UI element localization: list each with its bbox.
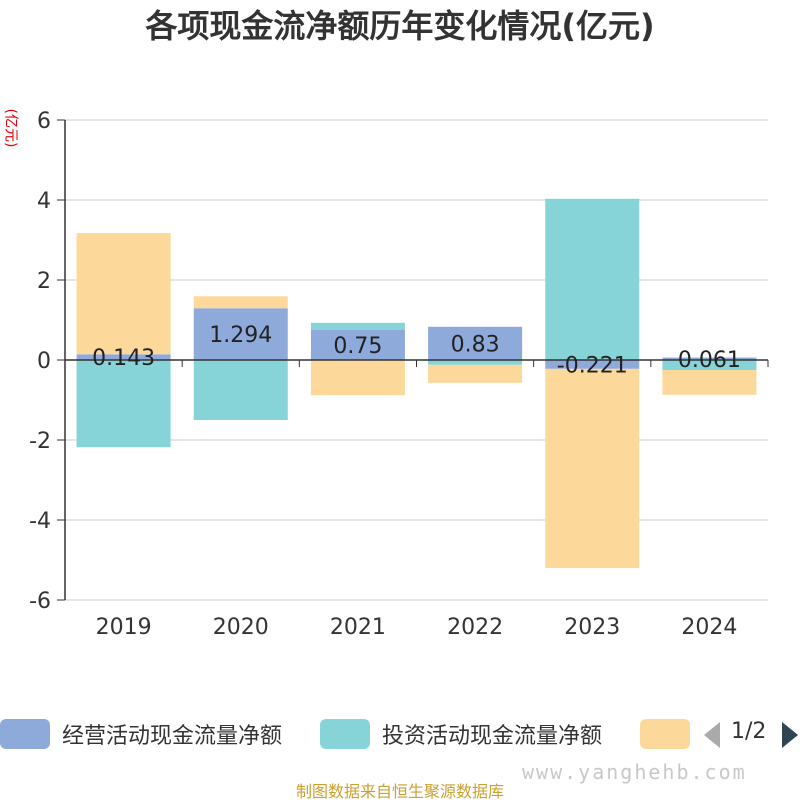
x-tick-label: 2024: [681, 615, 737, 640]
bar-series0-2019: [76, 354, 171, 360]
bar-series2-2021: [310, 360, 405, 396]
bar-series1-2019: [76, 360, 171, 448]
bar-chart: 6 4 2 0 -2 -4 -6 2019 2020 2021 2022 2023 2024 0.143 1…: [29, 109, 769, 640]
legend-next-icon[interactable]: [782, 722, 798, 748]
legend-item-operating[interactable]: 经营活动现金流量净额: [0, 718, 282, 750]
bar-series0-2022: [428, 326, 523, 360]
x-tick-label: 2022: [447, 615, 503, 640]
bar-series1-2024: [662, 360, 757, 370]
data-label: 1.294: [209, 323, 272, 348]
x-tick-label: 2019: [96, 615, 152, 640]
data-label: 0.83: [451, 332, 500, 357]
legend-label-operating: 经营活动现金流量净额: [62, 724, 283, 749]
y-tick-label: 4: [37, 189, 51, 214]
source-note: 制图数据来自恒生聚源数据库: [295, 782, 504, 801]
legend-swatch-operating: [0, 719, 50, 749]
bar-series0-2023: [545, 360, 640, 369]
x-tick-label: 2021: [330, 615, 386, 640]
bar-series0-2021: [310, 330, 405, 360]
y-tick-label: -2: [29, 429, 51, 454]
bar-series1-2020: [193, 360, 288, 420]
y-tick-label: 0: [37, 349, 51, 374]
data-label: 0.061: [678, 348, 741, 373]
x-tick-label: 2020: [213, 615, 269, 640]
legend-swatch-financing: [640, 719, 690, 749]
bar-series0-2024: [662, 357, 757, 360]
y-tick-label: 2: [37, 269, 51, 294]
legend-swatch-investing: [320, 719, 370, 749]
legend-page-indicator: 1/2: [731, 719, 767, 744]
x-tick-label: 2023: [564, 615, 620, 640]
legend-item-financing[interactable]: [640, 718, 690, 750]
data-label: 0.143: [92, 346, 155, 371]
bar-series1-2023: [545, 198, 640, 360]
bar-series2-2023: [545, 368, 640, 569]
bar-series1-2021: [310, 322, 405, 330]
legend-prev-icon[interactable]: [704, 722, 720, 748]
legend-label-investing: 投资活动现金流量净额: [382, 724, 603, 749]
y-tick-label: -6: [29, 589, 51, 614]
bar-series2-2020: [193, 296, 288, 309]
legend-item-investing[interactable]: 投资活动现金流量净额: [320, 718, 602, 750]
data-label: 0.75: [333, 334, 382, 359]
y-tick-label: 6: [37, 109, 51, 134]
bar-series2-2022: [428, 364, 523, 383]
chart-title: 各项现金流净额历年变化情况(亿元): [145, 7, 655, 45]
y-tick-label: -4: [29, 509, 51, 534]
bar-series1-2022: [428, 360, 523, 365]
bar-series2-2024: [662, 370, 757, 395]
bar-series2-2019: [76, 233, 171, 355]
data-label: -0.221: [557, 353, 628, 378]
bar-series0-2020: [193, 308, 288, 360]
watermark: www.yanghehb.com: [522, 760, 747, 784]
